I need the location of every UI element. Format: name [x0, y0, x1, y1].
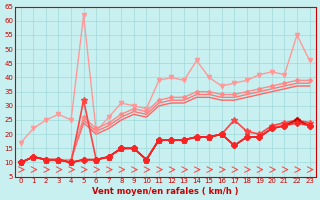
- X-axis label: Vent moyen/en rafales ( km/h ): Vent moyen/en rafales ( km/h ): [92, 187, 238, 196]
